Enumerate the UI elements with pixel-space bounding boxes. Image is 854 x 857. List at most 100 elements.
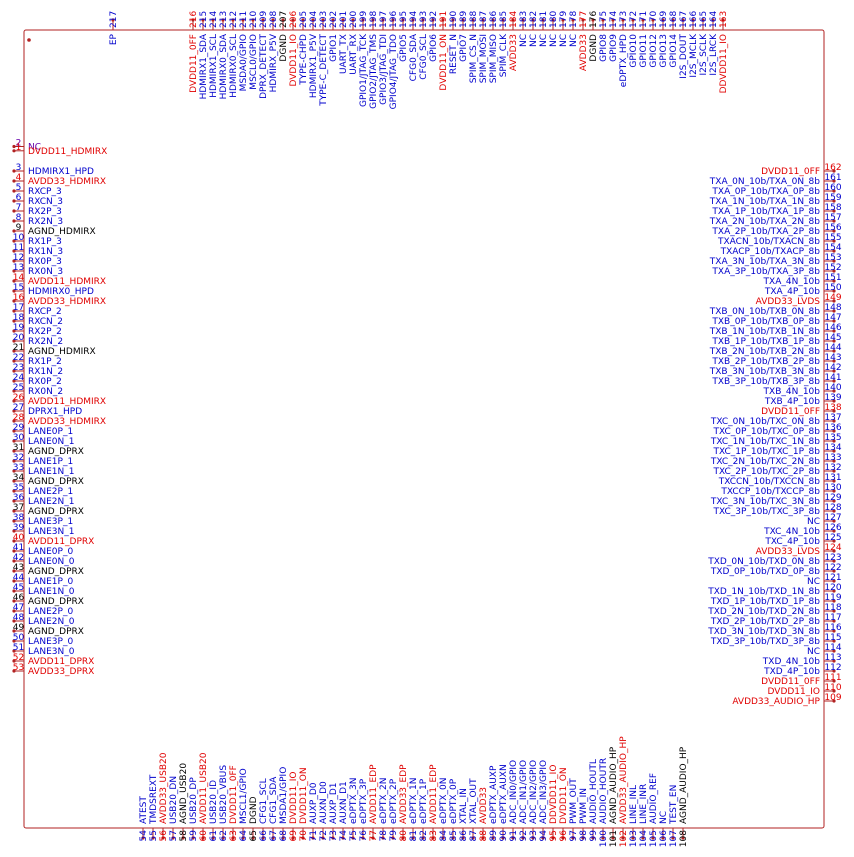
left-pin-18: 18 RXCN_2 <box>12 313 63 327</box>
top-pin-199: 199 GPIO1/JTAG_TCK <box>359 11 369 107</box>
pin-number: 42 <box>13 553 24 563</box>
top-pin-212: 212 HDMIRX0_SCL <box>229 11 239 98</box>
pin-number: 181 <box>539 11 549 28</box>
top-pin-206: 206 DVDD11_IO <box>289 11 299 87</box>
bottom-pin-82: 82 eDPTX_1P <box>419 778 429 841</box>
right-pin-119: 119 TXD_1P_10b/TXD_1P_8b <box>710 593 842 607</box>
pin-end-dot <box>12 489 16 493</box>
pin-number: 51 <box>13 643 24 653</box>
bottom-pin-67: 67 CFG1_SDA <box>269 776 279 842</box>
pin-number: 95 <box>549 830 559 841</box>
pin-number: 49 <box>13 623 25 633</box>
pin-number: 165 <box>699 11 709 28</box>
pin-number: 64 <box>239 830 249 842</box>
top-pin-179: 179 NC <box>559 11 569 47</box>
bottom-pin-100: 100 AUDIO_HOUTR <box>599 758 609 847</box>
left-pin-40: 40 AVDD11_DPRX <box>12 533 94 547</box>
pin-end-dot <box>231 836 235 840</box>
pin-name: LANE2P_0 <box>28 607 73 617</box>
pin-name: AGND_USB20 <box>179 763 189 824</box>
left-pin-31: 31 AGND_DPRX <box>12 443 84 457</box>
pin-name: RX2N_3 <box>28 217 63 227</box>
pin-number: 26 <box>13 393 25 403</box>
pin-name: RX2P_2 <box>28 327 62 337</box>
bottom-pin-73: 73 AUXP_D1 <box>329 783 339 842</box>
pin-name: AUXP_D0 <box>309 782 319 824</box>
pin-number: 25 <box>13 383 24 393</box>
pin-name: TXD_2N_10b/TXD_2N_8b <box>707 607 820 617</box>
pin-name: TXA_2N_10b/TXA_2N_8b <box>709 217 820 227</box>
pin-end-dot <box>671 836 675 840</box>
pin-end-dot <box>832 459 836 463</box>
pin-number: 90 <box>499 830 509 842</box>
left-pin-20: 20 RX2N_2 <box>12 333 63 347</box>
pin-number: 56 <box>159 830 169 842</box>
pin-end-dot <box>832 649 836 653</box>
pin-number: 196 <box>389 11 399 28</box>
right-pin-130: 130 TXCCP_10b/TXCCP_8b <box>720 483 842 497</box>
pin-name: SPIM_CLK <box>499 33 509 77</box>
pin-end-dot <box>271 18 275 22</box>
pin-name: DVDD11_HDMIRX <box>28 147 107 157</box>
pin-number: 217 <box>109 11 119 28</box>
pin-name: TXA_1P_10b/TXA_1P_8b <box>711 207 820 217</box>
bottom-pin-86: 86 XTAL_IN <box>459 788 469 841</box>
pin-end-dot <box>12 399 16 403</box>
pin-name: LANE1P_0 <box>28 577 73 587</box>
pin-end-dot <box>832 639 836 643</box>
right-pin-132: 132 TXC_2P_10b/TXC_2P_8b <box>712 463 841 477</box>
pin-name: GPIO11 <box>639 34 649 68</box>
pin-end-dot <box>241 836 245 840</box>
pin-name: TXB_3P_10b/TXB_3P_8b <box>711 377 820 387</box>
pin-number: 205 <box>299 11 309 28</box>
bottom-pin-97: 97 PWM_OUT <box>569 778 579 842</box>
pin-number: 33 <box>13 463 24 473</box>
pin-number: 86 <box>459 830 469 842</box>
pin-name: NC <box>539 34 549 47</box>
top-pin-208: 208 HDMIRX_P5V <box>269 11 279 93</box>
pin-number: 104 <box>639 830 649 847</box>
pin-name: MSDA1/GPIO <box>279 767 289 824</box>
pin-number: 202 <box>329 11 339 28</box>
pin-number: 1 <box>16 143 22 153</box>
pin-name: TXA_1N_10b/TXA_1N_8b <box>709 197 820 207</box>
pin-number: 192 <box>429 11 439 28</box>
pin-end-dot <box>401 836 405 840</box>
pin-number: 182 <box>529 11 539 28</box>
right-pin-161: 161 TXA_0N_10b/TXA_0N_8b <box>709 173 842 187</box>
pin-end-dot <box>12 409 16 413</box>
left-pin-13: 13 RX0N_3 <box>12 263 63 277</box>
pin-name: AVDD33_LVDS <box>756 297 821 307</box>
pin-end-dot <box>832 229 836 233</box>
pin-end-dot <box>551 18 555 22</box>
pin-end-dot <box>12 429 16 433</box>
pin-name: XTAL_OUT <box>469 778 479 824</box>
pin-number: 18 <box>13 313 25 323</box>
pin-end-dot <box>171 836 175 840</box>
pin-end-dot <box>12 389 16 393</box>
pin-name: TYPE-C_DETECT <box>319 34 329 107</box>
pin-number: 27 <box>13 403 24 413</box>
pin-number: 89 <box>489 830 499 842</box>
pin-name: TEST_EN <box>669 785 679 825</box>
pin-name: I2S_LRCK <box>709 33 719 76</box>
pin-number: 65 <box>249 830 259 841</box>
pin-end-dot <box>832 419 836 423</box>
pin-end-dot <box>111 18 115 22</box>
pin-name: GPIO13 <box>659 34 669 68</box>
left-pin-47: 47 LANE2P_0 <box>12 603 73 617</box>
left-pin-10: 10 RX1P_3 <box>12 233 62 247</box>
pin-end-dot <box>12 179 16 183</box>
pin-end-dot <box>12 339 16 343</box>
pin-name: RX0P_2 <box>28 377 62 387</box>
pin-number: 156 <box>824 223 841 233</box>
pin-end-dot <box>481 18 485 22</box>
pin-end-dot <box>341 18 345 22</box>
pin-end-dot <box>832 299 836 303</box>
pin-name: TXC_0P_10b/TXC_0P_8b <box>712 427 820 437</box>
pin-end-dot <box>631 18 635 22</box>
pin-end-dot <box>832 249 836 253</box>
pin-number: 5 <box>16 183 22 193</box>
pin-name: LINE_INL <box>629 785 639 824</box>
pin-number: 146 <box>824 323 841 333</box>
